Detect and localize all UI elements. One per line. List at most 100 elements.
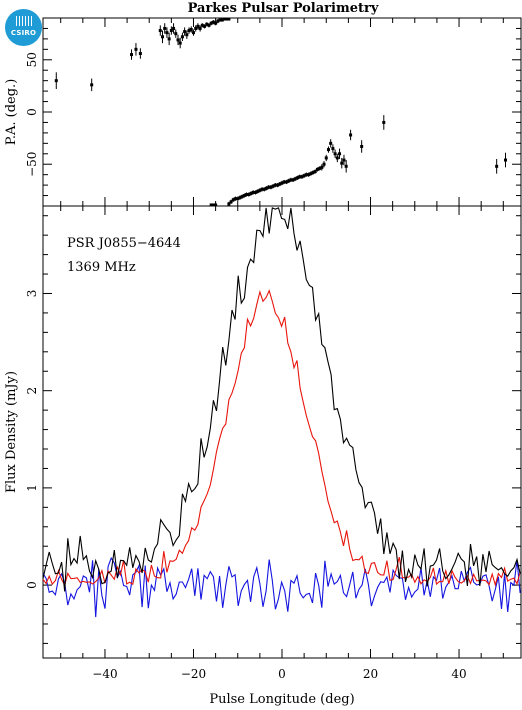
pa-point xyxy=(278,182,282,186)
chart-title: Parkes Pulsar Polarimetry xyxy=(188,1,379,16)
pa-point xyxy=(298,175,302,179)
pa-point xyxy=(300,175,304,179)
pa-point xyxy=(349,133,353,137)
pa-point xyxy=(211,20,215,24)
pa-point xyxy=(291,178,295,182)
pa-point xyxy=(220,18,224,22)
flux-axis-ticks: 0 1 2 3 −40 −20 0 20 40 xyxy=(25,206,521,681)
pa-point xyxy=(207,23,211,27)
pa-point xyxy=(245,193,249,197)
pa-point xyxy=(495,164,499,168)
pa-point xyxy=(249,191,253,195)
pa-point xyxy=(293,177,297,181)
frequency-annotation: 1369 MHz xyxy=(67,260,136,275)
logo-signal-icon xyxy=(16,16,32,26)
pa-point xyxy=(178,41,182,45)
pa-point xyxy=(322,162,326,166)
pa-point xyxy=(284,180,288,184)
pa-point xyxy=(198,26,202,30)
pa-point xyxy=(214,203,218,207)
pa-point xyxy=(187,29,191,33)
pa-point xyxy=(231,198,235,202)
csiro-logo: CSIRO xyxy=(5,9,42,46)
pa-point xyxy=(324,156,328,160)
pa-point xyxy=(282,180,286,184)
pa-point xyxy=(260,187,264,191)
flux-tick-label: 2 xyxy=(25,387,39,395)
pa-point xyxy=(205,22,209,26)
pa-point xyxy=(185,33,189,37)
pa-panel-frame xyxy=(42,17,522,207)
pa-point xyxy=(335,156,339,160)
flux-series xyxy=(42,207,521,618)
pa-point xyxy=(342,158,346,162)
pulsar-name-annotation: PSR J0855−4644 xyxy=(67,236,181,251)
flux-tick-label: 3 xyxy=(25,290,39,298)
pa-point xyxy=(189,27,193,31)
linear-polarization-line xyxy=(42,289,521,587)
pa-point xyxy=(302,174,306,178)
pa-point xyxy=(209,21,213,25)
pa-point xyxy=(360,144,364,148)
pa-point xyxy=(253,190,257,194)
pa-point xyxy=(169,29,173,33)
pa-point xyxy=(54,79,58,83)
pa-point xyxy=(256,189,260,193)
x-tick-label: 40 xyxy=(451,667,466,681)
pa-point xyxy=(251,190,255,194)
circular-polarization-line xyxy=(42,556,521,618)
pa-point xyxy=(222,17,226,21)
pa-point xyxy=(196,24,200,28)
pa-point xyxy=(276,183,280,187)
pa-point xyxy=(326,148,330,152)
pa-point xyxy=(203,24,207,28)
pa-point xyxy=(262,187,266,191)
pa-point xyxy=(295,176,299,180)
pa-point xyxy=(165,31,169,35)
pa-tick-label: −50 xyxy=(25,152,39,177)
pa-point xyxy=(161,35,164,39)
pa-axis-ticks: −50 0 50 xyxy=(25,18,521,206)
pa-point xyxy=(191,31,195,35)
pa-point xyxy=(333,152,337,156)
pa-point xyxy=(211,203,215,207)
pa-point xyxy=(280,181,284,185)
pa-point xyxy=(258,188,262,192)
total-intensity-line xyxy=(42,207,521,592)
pa-point xyxy=(194,26,198,30)
pa-point xyxy=(176,38,180,42)
flux-tick-label: 0 xyxy=(25,581,39,589)
pa-point xyxy=(504,158,508,162)
pa-point xyxy=(240,195,244,199)
pa-point xyxy=(304,173,308,177)
pa-point xyxy=(180,35,184,39)
pa-point xyxy=(247,193,251,197)
pa-point xyxy=(271,184,275,188)
pa-point xyxy=(265,186,269,190)
pa-point xyxy=(242,194,246,198)
pa-point xyxy=(214,21,218,25)
pa-point xyxy=(318,166,322,170)
pa-point xyxy=(238,196,242,200)
pa-point xyxy=(382,120,386,124)
pa-tick-label: 0 xyxy=(25,108,39,116)
pa-point xyxy=(167,37,171,41)
pa-point xyxy=(269,185,273,189)
pa-point xyxy=(200,23,204,27)
x-axis-label: Pulse Longitude (deg) xyxy=(209,692,354,707)
pa-point xyxy=(313,170,317,174)
pa-point xyxy=(225,17,229,21)
pa-point xyxy=(338,152,342,156)
pa-point xyxy=(273,183,277,187)
pa-point xyxy=(134,47,138,51)
pa-point xyxy=(163,26,167,30)
pa-point xyxy=(307,173,311,177)
pa-point xyxy=(344,164,348,168)
pa-points xyxy=(54,17,508,207)
pa-point xyxy=(287,179,291,183)
pa-point xyxy=(229,200,233,204)
pa-point xyxy=(227,202,231,206)
pa-tick-label: 50 xyxy=(25,52,39,67)
pa-point xyxy=(289,178,293,182)
pa-point xyxy=(172,26,176,30)
